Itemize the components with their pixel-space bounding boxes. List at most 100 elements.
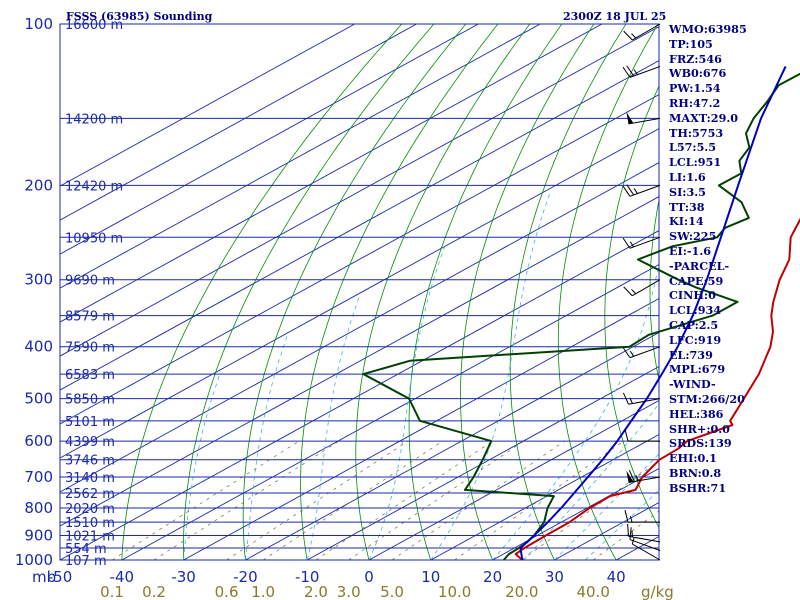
wind-barb-full xyxy=(622,185,631,197)
wind-barb-full xyxy=(627,523,629,537)
height-label: 2562 m xyxy=(65,487,115,502)
temperature-tick-label: -10 xyxy=(295,568,320,586)
index-item: -PARCEL- xyxy=(669,258,730,273)
dry-adiabat-line xyxy=(408,24,563,560)
isotherm-line xyxy=(60,26,659,357)
index-item: RH:47.2 xyxy=(669,95,721,110)
isotherm-line xyxy=(60,24,479,255)
isotherm-line xyxy=(492,467,659,560)
wind-barb-staff xyxy=(628,117,661,125)
moist-adiabat-line xyxy=(183,371,222,560)
temperature-tick-label: -20 xyxy=(233,568,258,586)
mixing-ratio-tick-label: 5.0 xyxy=(380,583,404,600)
isotherm-line xyxy=(245,332,659,560)
height-label: 1021 m xyxy=(65,529,115,544)
isotherm-line xyxy=(121,264,659,560)
height-label: 8579 m xyxy=(65,310,115,325)
height-label: 5850 m xyxy=(65,393,115,408)
mixing-ratio-line xyxy=(315,440,493,560)
index-item: LI:1.6 xyxy=(669,169,706,184)
height-label: 14200 m xyxy=(65,112,123,127)
isotherm-line xyxy=(60,128,659,459)
wind-barb-full xyxy=(622,347,631,358)
moist-adiabat-line xyxy=(492,262,659,560)
temperature-tick-label: 30 xyxy=(545,568,564,586)
index-item: LCL:951 xyxy=(669,155,722,170)
moist-adiabat-line xyxy=(430,190,551,560)
index-item: PW:1.54 xyxy=(669,81,721,96)
index-item: TT:38 xyxy=(669,199,705,214)
dry-adiabat-line xyxy=(557,24,659,560)
index-item: SHR+:0.0 xyxy=(669,421,730,436)
wind-barb-full xyxy=(629,527,632,540)
isotherm-line xyxy=(60,24,603,323)
wind-barb-half xyxy=(631,33,637,39)
dry-adiabat-line xyxy=(355,24,531,560)
mixing-ratio-line xyxy=(592,510,659,560)
wind-barb-staff xyxy=(629,65,661,78)
parcel-trace xyxy=(519,65,787,561)
isotherm-line xyxy=(60,196,659,527)
wind-barb xyxy=(622,65,661,78)
height-label: 12420 m xyxy=(65,179,123,194)
isotherm-line xyxy=(60,94,659,425)
stability-indices-panel: WMO:63985 TP:105 FRZ:546 WB0:676 PW:1.54 RH:4… xyxy=(669,22,799,496)
height-label: 107 m xyxy=(65,554,107,569)
dry-adiabat-line xyxy=(649,198,659,382)
dewpoint-trace xyxy=(362,72,800,561)
wind-barb-pennant xyxy=(626,112,634,124)
wind-barb xyxy=(626,469,661,484)
pressure-label: 300 xyxy=(24,271,53,289)
index-item: MAXT:29.0 xyxy=(669,110,739,125)
mixing-ratio-tick-label: 40.0 xyxy=(576,583,609,600)
wind-barb-half xyxy=(631,288,637,295)
wind-barb-half xyxy=(630,516,633,523)
mixing-ratio-tick-label: 0.6 xyxy=(215,583,239,600)
index-item: KI:14 xyxy=(669,214,704,229)
index-item: LCL:934 xyxy=(669,303,722,318)
wind-barb-staff xyxy=(632,23,661,41)
wind-barb-staff xyxy=(628,476,661,484)
temperature-tick-label: -40 xyxy=(110,568,135,586)
wind-barb xyxy=(623,279,661,297)
dry-adiabat-line xyxy=(121,24,403,560)
wind-barb-full xyxy=(628,469,635,482)
wind-barb-half xyxy=(633,69,638,75)
pressure-label: 100 xyxy=(24,15,53,33)
wind-barb xyxy=(623,23,661,41)
wind-barb-half xyxy=(633,188,638,194)
wind-barb xyxy=(622,184,661,197)
moist-adiabat-line xyxy=(368,246,446,560)
height-label: 7590 m xyxy=(65,341,115,356)
wind-barb xyxy=(622,346,661,359)
index-item: STM:266/20 xyxy=(669,391,745,406)
wind-barb-staff xyxy=(629,184,661,197)
temperature-trace xyxy=(514,217,800,561)
index-item: HEL:386 xyxy=(669,406,724,421)
chart-grid xyxy=(59,23,660,561)
index-item: EHI:0.1 xyxy=(669,451,717,466)
mixing-ratio-tick-label: 2.0 xyxy=(304,583,328,600)
index-item: WMO:63985 xyxy=(669,22,747,36)
index-item: L57:5.5 xyxy=(669,140,717,155)
height-label: 3140 m xyxy=(65,471,115,486)
wind-barb-full xyxy=(622,66,631,78)
dry-adiabat-line xyxy=(509,24,627,560)
temperature-tick-label: 0 xyxy=(364,568,374,586)
moist-adiabat-line xyxy=(245,334,288,560)
pressure-label: 700 xyxy=(24,468,53,486)
moist-adiabat-line xyxy=(585,489,659,560)
wind-barb-staff xyxy=(628,398,661,405)
mixing-ratio-tick-label: 0.2 xyxy=(142,583,166,600)
height-label: 16600 m xyxy=(65,18,123,33)
isotherm-line xyxy=(60,24,355,187)
wind-barb xyxy=(624,510,660,523)
index-item: BSHR:71 xyxy=(669,480,727,495)
pressure-label: 400 xyxy=(24,338,53,356)
mixing-ratio-unit-label: g/kg xyxy=(641,583,674,600)
height-label: 5101 m xyxy=(65,415,115,430)
wind-barb xyxy=(626,112,661,125)
mixing-ratio-line xyxy=(226,440,409,560)
index-item: SW:225 xyxy=(669,229,717,244)
